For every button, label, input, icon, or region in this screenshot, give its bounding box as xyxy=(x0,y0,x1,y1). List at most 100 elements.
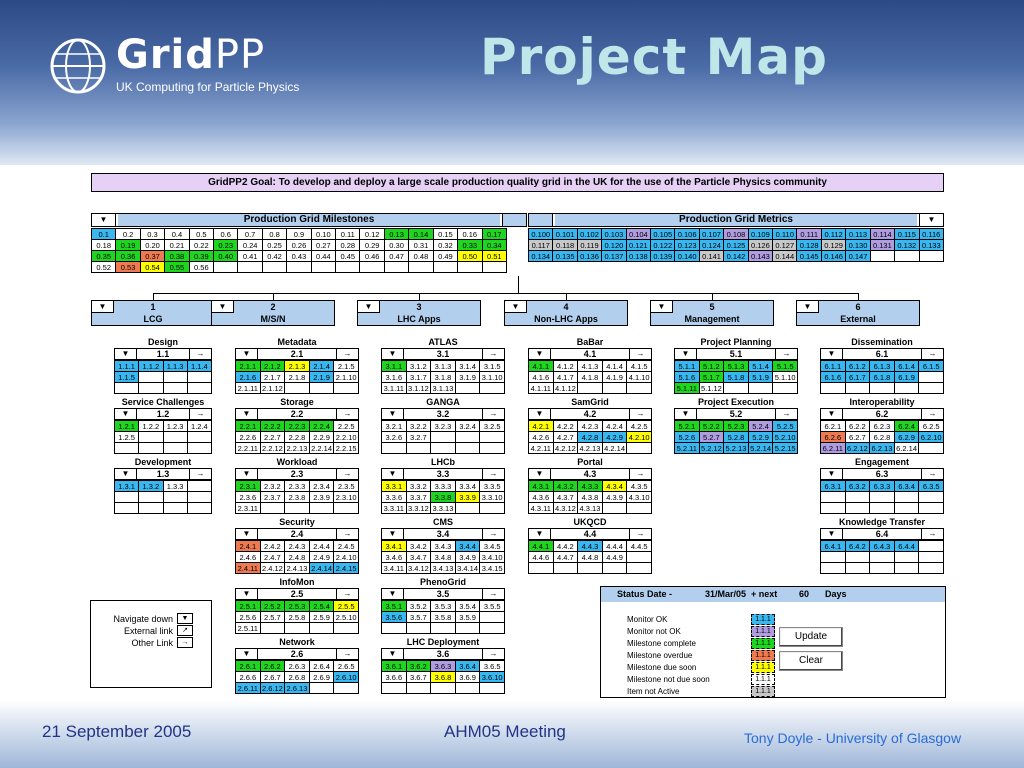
grid-cell[interactable]: 3.5.1 xyxy=(381,600,407,612)
clear-button[interactable]: Clear xyxy=(779,651,843,671)
arrow-down-icon[interactable]: ▼ xyxy=(821,469,843,479)
link-icon[interactable]: → xyxy=(482,589,504,599)
grid-cell[interactable]: 0.42 xyxy=(261,250,288,262)
arrow-down-icon[interactable]: ▼ xyxy=(505,301,527,313)
grid-cell[interactable]: 0.108 xyxy=(723,228,749,240)
grid-cell[interactable]: 3.1.3 xyxy=(430,360,456,372)
grid-cell[interactable]: 4.2.13 xyxy=(577,442,603,454)
grid-cell[interactable]: 0.109 xyxy=(747,228,774,240)
grid-cell[interactable]: 0.142 xyxy=(723,250,749,262)
grid-cell[interactable]: 4.4.6 xyxy=(528,551,554,563)
grid-cell[interactable]: 5.1.12 xyxy=(698,382,725,394)
arrow-down-icon[interactable]: ▼ xyxy=(115,409,137,419)
grid-cell[interactable]: 5.2.2 xyxy=(698,420,725,432)
grid-cell[interactable]: 0.15 xyxy=(432,228,459,240)
grid-cell[interactable]: 3.6.1 xyxy=(381,660,407,672)
grid-cell[interactable]: 3.3.11 xyxy=(381,502,407,514)
grid-cell[interactable]: 3.2.6 xyxy=(381,431,407,443)
arrow-down-icon[interactable]: ▼ xyxy=(797,301,819,313)
grid-cell[interactable]: 0.103 xyxy=(601,228,627,240)
grid-cell[interactable]: 0.106 xyxy=(674,228,700,240)
workpackage-header[interactable]: ▼ 6.3 → xyxy=(820,468,944,480)
grid-cell[interactable]: 2.5.9 xyxy=(308,611,335,623)
link-icon[interactable]: → xyxy=(921,529,943,539)
grid-cell[interactable]: 0.37 xyxy=(139,250,166,262)
grid-cell[interactable]: 3.6.5 xyxy=(479,660,505,672)
arrow-down-icon[interactable]: ▼ xyxy=(382,349,404,359)
grid-cell[interactable]: 2.1.9 xyxy=(308,371,335,383)
grid-cell[interactable]: 5.1.11 xyxy=(674,382,700,394)
grid-cell[interactable]: 0.130 xyxy=(845,239,871,251)
workpackage-header[interactable]: ▼ 4.4 → xyxy=(528,528,652,540)
arrow-down-icon[interactable]: ▼ xyxy=(236,349,258,359)
grid-cell[interactable]: 4.1.6 xyxy=(528,371,554,383)
grid-cell[interactable]: 6.2.7 xyxy=(844,431,871,443)
grid-cell[interactable]: 2.2.10 xyxy=(333,431,359,443)
grid-cell[interactable]: 3.4.7 xyxy=(405,551,432,563)
grid-cell[interactable]: 2.2.5 xyxy=(333,420,359,432)
grid-cell[interactable]: 0.136 xyxy=(576,250,603,262)
grid-cell[interactable]: 3.3.5 xyxy=(479,480,505,492)
grid-cell[interactable]: 2.1.11 xyxy=(235,382,261,394)
grid-cell[interactable]: 5.2.14 xyxy=(747,442,774,454)
grid-cell[interactable]: 4.3.2 xyxy=(552,480,579,492)
grid-cell[interactable]: 3.4.1 xyxy=(381,540,407,552)
grid-cell[interactable]: 2.6.1 xyxy=(235,660,261,672)
arrow-down-icon[interactable]: ▼ xyxy=(529,409,551,419)
grid-cell[interactable]: 6.3.1 xyxy=(820,480,846,492)
arrow-down-icon[interactable]: ▼ xyxy=(821,529,843,539)
grid-cell[interactable]: 2.5.7 xyxy=(259,611,286,623)
grid-cell[interactable]: 0.116 xyxy=(918,228,944,240)
grid-cell[interactable]: 0.45 xyxy=(335,250,361,262)
link-icon[interactable]: → xyxy=(336,469,358,479)
grid-cell[interactable]: 0.55 xyxy=(164,261,190,273)
grid-cell[interactable]: 5.2.9 xyxy=(747,431,774,443)
grid-cell[interactable]: 3.1.13 xyxy=(430,382,456,394)
workpackage-header[interactable]: ▼ 2.5 → xyxy=(235,588,359,600)
link-icon[interactable]: → xyxy=(336,589,358,599)
grid-cell[interactable]: 0.46 xyxy=(359,250,385,262)
grid-cell[interactable]: 2.5.5 xyxy=(333,600,359,612)
grid-cell[interactable]: 2.1.3 xyxy=(284,360,310,372)
workpackage-header[interactable]: ▼ 5.2 → xyxy=(674,408,798,420)
grid-cell[interactable]: 0.49 xyxy=(432,250,459,262)
grid-cell[interactable]: 6.1.5 xyxy=(918,360,944,372)
grid-cell[interactable]: 3.4.6 xyxy=(381,551,407,563)
grid-cell[interactable]: 3.6.9 xyxy=(454,671,481,683)
status-date-value[interactable]: 31/Mar/05 xyxy=(705,589,747,599)
grid-cell[interactable]: 0.131 xyxy=(869,239,896,251)
workpackage-header[interactable]: ▼ 6.1 → xyxy=(820,348,944,360)
grid-cell[interactable]: 3.4.12 xyxy=(405,562,432,574)
workpackage-header[interactable]: ▼ 2.3 → xyxy=(235,468,359,480)
grid-cell[interactable]: 1.2.4 xyxy=(186,420,213,432)
grid-cell[interactable]: 0.143 xyxy=(747,250,774,262)
grid-cell[interactable]: 0.8 xyxy=(261,228,288,240)
grid-cell[interactable]: 2.5.10 xyxy=(333,611,359,623)
grid-cell[interactable]: 0.134 xyxy=(527,250,554,262)
grid-cell[interactable]: 3.4.11 xyxy=(381,562,407,574)
link-icon[interactable]: → xyxy=(629,529,651,539)
grid-cell[interactable]: 2.4.11 xyxy=(235,562,261,574)
workpackage-header[interactable]: ▼ 1.3 → xyxy=(114,468,212,480)
grid-cell[interactable]: 2.2.7 xyxy=(259,431,286,443)
grid-cell[interactable]: 2.6.5 xyxy=(333,660,359,672)
grid-cell[interactable]: 6.2.12 xyxy=(844,442,871,454)
grid-cell[interactable]: 4.4.1 xyxy=(528,540,554,552)
grid-cell[interactable]: 6.3.3 xyxy=(869,480,895,492)
grid-cell[interactable]: 4.3.11 xyxy=(528,502,554,514)
grid-cell[interactable]: 4.2.11 xyxy=(528,442,554,454)
grid-cell[interactable]: 0.120 xyxy=(601,239,627,251)
grid-cell[interactable]: 4.2.7 xyxy=(552,431,579,443)
grid-cell[interactable]: 4.1.1 xyxy=(528,360,554,372)
grid-cell[interactable]: 4.1.9 xyxy=(601,371,628,383)
grid-cell[interactable]: 0.107 xyxy=(698,228,725,240)
grid-cell[interactable]: 0.110 xyxy=(772,228,798,240)
grid-cell[interactable]: 3.5.9 xyxy=(454,611,481,623)
workpackage-header[interactable]: ▼ 3.4 → xyxy=(381,528,505,540)
grid-cell[interactable]: 1.1.3 xyxy=(162,360,188,372)
link-icon[interactable]: → xyxy=(336,409,358,419)
grid-cell[interactable]: 3.3.4 xyxy=(454,480,481,492)
grid-cell[interactable]: 0.39 xyxy=(188,250,215,262)
grid-cell[interactable]: 2.2.4 xyxy=(308,420,335,432)
grid-cell[interactable]: 0.30 xyxy=(383,239,410,251)
